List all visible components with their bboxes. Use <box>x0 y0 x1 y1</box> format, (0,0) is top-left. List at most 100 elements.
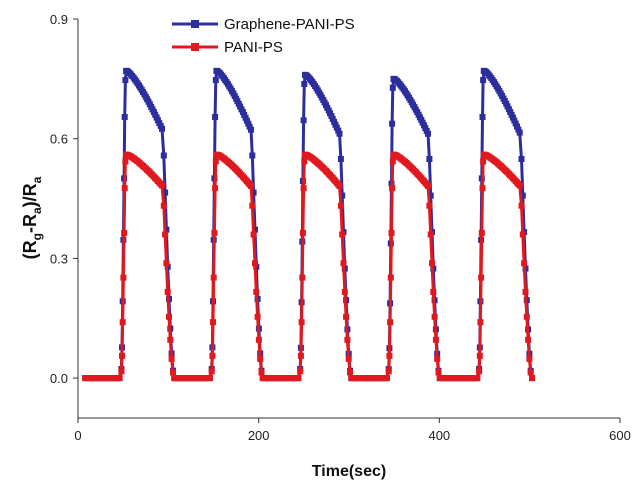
data-point-pani-ps <box>121 185 128 192</box>
y-tick-label: 0.9 <box>50 12 68 27</box>
data-point-pani-ps <box>340 260 347 267</box>
x-tick-label: 400 <box>428 428 450 443</box>
series-layer <box>82 67 535 382</box>
y-tick-label: 0.6 <box>50 132 68 147</box>
data-point-pani-ps <box>523 313 530 320</box>
axis-ticks: 0 200 400 600 0.0 0.3 0.6 0.9 <box>50 12 631 443</box>
legend: Graphene-PANI-PS PANI-PS <box>172 16 355 56</box>
data-point-pani-ps <box>255 336 262 343</box>
data-point-graphene-pani-ps <box>426 156 433 162</box>
data-point-graphene-pani-ps <box>479 114 486 120</box>
data-point-graphene-pani-ps <box>335 127 342 134</box>
x-tick-label: 200 <box>248 428 270 443</box>
data-point-pani-ps <box>516 182 523 189</box>
data-point-pani-ps <box>427 231 434 238</box>
data-point-graphene-pani-ps <box>250 189 257 196</box>
data-point-pani-ps <box>343 313 350 320</box>
data-point-pani-ps <box>521 260 528 267</box>
data-point-pani-ps <box>385 368 392 375</box>
data-point-pani-ps <box>170 369 176 376</box>
data-point-graphene-pani-ps <box>336 130 343 137</box>
legend-item-pani-ps: PANI-PS <box>172 39 283 56</box>
data-point-pani-ps <box>339 231 346 238</box>
legend-marker-graphene-pani-ps <box>191 20 199 28</box>
data-point-pani-ps <box>164 288 171 295</box>
data-point-graphene-pani-ps <box>249 152 256 159</box>
data-point-pani-ps <box>388 229 395 236</box>
data-point-pani-ps <box>387 319 394 326</box>
data-point-pani-ps <box>254 313 261 320</box>
data-point-pani-ps <box>212 158 219 165</box>
data-point-pani-ps <box>163 260 170 267</box>
data-point-graphene-pani-ps <box>300 117 307 124</box>
data-point-pani-ps <box>426 202 433 209</box>
data-point-pani-ps <box>211 229 218 236</box>
data-point-pani-ps <box>210 274 217 281</box>
data-point-pani-ps <box>298 319 305 326</box>
data-point-graphene-pani-ps <box>480 77 487 84</box>
data-point-pani-ps <box>425 183 431 189</box>
data-point-pani-ps <box>527 369 534 376</box>
data-point-pani-ps <box>386 352 393 359</box>
data-point-pani-ps <box>480 158 487 165</box>
data-point-graphene-pani-ps <box>425 130 431 137</box>
y-axis-title: (Rg-Ra)/Ra <box>20 176 44 259</box>
series-graphene-pani-ps <box>82 67 535 382</box>
data-point-pani-ps <box>249 202 256 209</box>
data-point-pani-ps <box>525 336 532 343</box>
data-point-pani-ps <box>257 355 264 362</box>
data-point-pani-ps <box>208 368 215 375</box>
data-point-pani-ps <box>301 158 308 165</box>
data-point-pani-ps <box>518 202 525 209</box>
data-point-pani-ps <box>519 231 526 238</box>
data-point-graphene-pani-ps <box>389 120 396 127</box>
data-point-pani-ps <box>212 185 219 192</box>
data-point-graphene-pani-ps <box>162 189 169 196</box>
data-point-pani-ps <box>162 231 169 238</box>
data-point-graphene-pani-ps <box>519 192 526 199</box>
data-point-pani-ps <box>430 288 437 295</box>
x-tick-label: 600 <box>609 428 631 443</box>
data-point-pani-ps <box>166 313 172 320</box>
data-point-graphene-pani-ps <box>427 192 434 199</box>
data-point-pani-ps <box>248 183 254 189</box>
data-point-pani-ps <box>209 352 216 359</box>
data-point-pani-ps <box>297 352 304 359</box>
data-point-pani-ps <box>253 288 260 295</box>
data-point-pani-ps <box>118 368 125 375</box>
data-point-pani-ps <box>299 274 306 281</box>
data-point-pani-ps <box>252 260 258 267</box>
data-point-pani-ps <box>474 375 481 382</box>
data-point-pani-ps <box>479 185 486 192</box>
data-point-pani-ps <box>477 319 484 326</box>
legend-marker-pani-ps <box>191 43 199 51</box>
data-point-pani-ps <box>432 336 439 343</box>
data-point-pani-ps <box>299 229 306 236</box>
data-point-pani-ps <box>295 375 302 382</box>
data-point-pani-ps <box>159 182 165 189</box>
data-point-pani-ps <box>168 355 175 362</box>
data-point-graphene-pani-ps <box>252 226 258 233</box>
data-point-pani-ps <box>206 375 213 382</box>
data-point-pani-ps <box>121 229 128 236</box>
y-tick-label: 0.0 <box>50 371 68 386</box>
data-point-pani-ps <box>300 185 307 192</box>
data-point-pani-ps <box>167 336 174 343</box>
data-point-pani-ps <box>345 355 352 362</box>
data-point-graphene-pani-ps <box>122 77 129 84</box>
data-point-graphene-pani-ps <box>159 125 165 132</box>
data-point-pani-ps <box>258 369 265 376</box>
data-point-pani-ps <box>210 319 216 326</box>
data-point-graphene-pani-ps <box>121 114 128 120</box>
data-point-pani-ps <box>337 202 344 209</box>
data-point-pani-ps <box>119 319 126 326</box>
data-point-pani-ps <box>120 274 127 281</box>
data-point-pani-ps <box>529 375 535 382</box>
data-point-graphene-pani-ps <box>212 114 219 120</box>
data-point-pani-ps <box>383 375 390 382</box>
data-point-pani-ps <box>347 369 353 376</box>
data-point-pani-ps <box>526 355 533 362</box>
x-tick-label: 0 <box>74 428 81 443</box>
data-point-pani-ps <box>122 158 129 165</box>
legend-label-pani-ps: PANI-PS <box>224 39 283 56</box>
